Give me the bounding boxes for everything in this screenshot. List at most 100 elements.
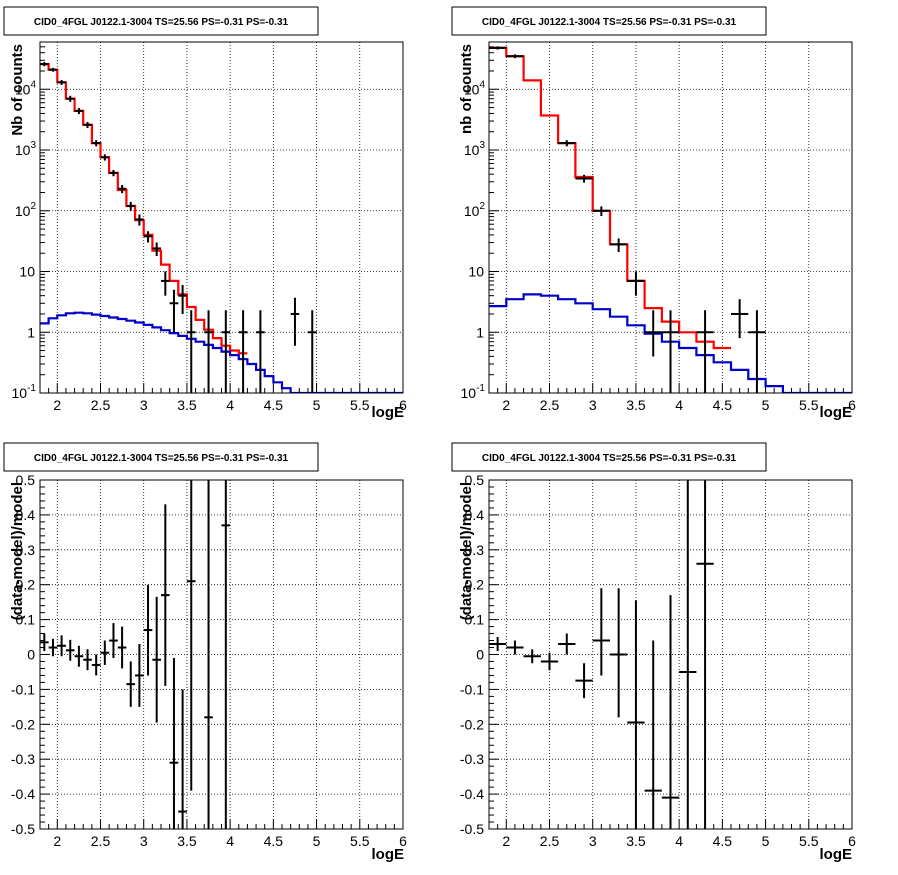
x-axis-label: logE bbox=[820, 404, 853, 421]
y-tick-label: 104 bbox=[464, 79, 486, 97]
data-point bbox=[117, 626, 127, 669]
y-tick-label: 0.5 bbox=[16, 472, 36, 488]
x-tick-label: 2 bbox=[502, 833, 510, 849]
data-point bbox=[65, 95, 75, 102]
data-point bbox=[169, 289, 179, 333]
data-point bbox=[57, 635, 66, 657]
x-tick-label: 4 bbox=[226, 397, 234, 413]
data-point bbox=[100, 154, 110, 161]
y-tick-label: 0.1 bbox=[16, 612, 36, 628]
data-point bbox=[74, 645, 84, 667]
chart-title: CID0_4FGL J0122.1-3004 TS=25.56 PS=-0.31… bbox=[34, 453, 289, 464]
y-tick-label: -0.4 bbox=[460, 786, 484, 802]
data-point bbox=[592, 206, 610, 216]
data-point bbox=[91, 654, 101, 676]
data-point bbox=[558, 633, 576, 655]
chart-title: CID0_4FGL J0122.1-3004 TS=25.56 PS=-0.31… bbox=[482, 17, 737, 28]
x-tick-label: 2 bbox=[502, 397, 510, 413]
x-tick-label: 4 bbox=[675, 833, 683, 849]
data-point bbox=[731, 299, 749, 339]
chart-title: CID0_4FGL J0122.1-3004 TS=25.56 PS=-0.31… bbox=[34, 17, 289, 28]
data-point bbox=[238, 310, 248, 393]
data-point bbox=[610, 588, 628, 718]
y-tick-label: -0.3 bbox=[11, 751, 35, 767]
data-point bbox=[748, 310, 766, 393]
data-point bbox=[696, 310, 714, 393]
data-point bbox=[290, 297, 300, 346]
data-point bbox=[661, 595, 680, 829]
data-point bbox=[523, 649, 541, 664]
data-point bbox=[540, 652, 559, 671]
chart-panel-3: 2 2.5 3 3.5 4 4.5 5 5.5 6 -0.5 -0.4 -0.3 -0.2 -0.1 0 0.… bbox=[3, 442, 407, 863]
data-point bbox=[575, 174, 593, 183]
plot-frame-top bbox=[488, 479, 853, 830]
y-tick-label: -0.4 bbox=[11, 786, 35, 802]
x-tick-label: 5.5 bbox=[799, 397, 819, 413]
series-line-2 bbox=[40, 311, 403, 393]
title-frame bbox=[451, 442, 767, 472]
data-point bbox=[558, 140, 576, 147]
x-tick-label: 3.5 bbox=[626, 397, 646, 413]
x-tick-label: 5.5 bbox=[799, 833, 819, 849]
x-tick-label: 4 bbox=[675, 397, 683, 413]
data-point bbox=[135, 644, 144, 707]
title-frame bbox=[451, 6, 767, 36]
chart-panel-1: 2 2.5 3 3.5 4 4.5 5 5.5 6 10-1 1 10 102 103 104 CID0_4F… bbox=[3, 6, 407, 421]
y-tick-label: 103 bbox=[15, 140, 37, 158]
y-tick-label: 10-1 bbox=[461, 383, 486, 401]
x-tick-label: 3 bbox=[589, 833, 597, 849]
data-point bbox=[489, 46, 507, 50]
data-point bbox=[126, 661, 136, 707]
data-point bbox=[126, 201, 136, 211]
data-point bbox=[186, 480, 196, 791]
x-tick-label: 4.5 bbox=[713, 397, 733, 413]
data-point bbox=[143, 584, 153, 676]
x-tick-label: 2.5 bbox=[540, 397, 560, 413]
data-point bbox=[178, 284, 187, 314]
data-point bbox=[506, 54, 524, 59]
data-point bbox=[135, 214, 144, 226]
chart-title-box: CID0_4FGL J0122.1-3004 TS=25.56 PS=-0.31… bbox=[451, 6, 767, 36]
y-tick-label: 1 bbox=[476, 324, 484, 340]
data-point bbox=[627, 600, 645, 829]
data-point bbox=[204, 480, 213, 829]
data-point bbox=[109, 169, 118, 177]
chart-title: CID0_4FGL J0122.1-3004 TS=25.56 PS=-0.31… bbox=[482, 453, 737, 464]
data-point bbox=[221, 480, 231, 829]
data-point bbox=[221, 310, 231, 393]
x-tick-label: 2 bbox=[53, 397, 61, 413]
x-axis-label: logE bbox=[372, 846, 405, 863]
plot-area bbox=[489, 46, 852, 393]
y-axis-label: nb of counts bbox=[458, 44, 475, 134]
data-point bbox=[696, 480, 714, 829]
data-point bbox=[117, 185, 127, 194]
data-point bbox=[679, 480, 697, 829]
data-point bbox=[48, 67, 58, 72]
y-tick-label: -0.5 bbox=[460, 821, 484, 837]
data-point bbox=[100, 640, 110, 665]
x-tick-label: 3.5 bbox=[177, 397, 197, 413]
x-tick-label: 2.5 bbox=[91, 833, 111, 849]
data-point bbox=[83, 121, 92, 129]
data-point bbox=[91, 140, 101, 147]
plot-frame bbox=[39, 41, 404, 394]
x-axis-label: logE bbox=[820, 846, 853, 863]
x-tick-label: 2 bbox=[53, 833, 61, 849]
x-tick-label: 3.5 bbox=[177, 833, 197, 849]
x-tick-label: 5.5 bbox=[350, 833, 370, 849]
y-tick-label: -0.2 bbox=[11, 716, 35, 732]
data-point bbox=[48, 638, 58, 657]
data-point bbox=[610, 238, 628, 252]
x-tick-label: 6 bbox=[848, 833, 856, 849]
x-tick-label: 6 bbox=[399, 833, 407, 849]
y-tick-label: 0 bbox=[27, 647, 35, 663]
data-point bbox=[186, 310, 196, 393]
data-point bbox=[307, 310, 317, 393]
y-tick-label: 0.4 bbox=[465, 507, 485, 523]
y-tick-label: 0.2 bbox=[465, 577, 485, 593]
y-tick-label: 0 bbox=[476, 647, 484, 663]
x-tick-label: 5.5 bbox=[350, 397, 370, 413]
data-point bbox=[83, 649, 92, 671]
x-tick-label: 3 bbox=[589, 397, 597, 413]
